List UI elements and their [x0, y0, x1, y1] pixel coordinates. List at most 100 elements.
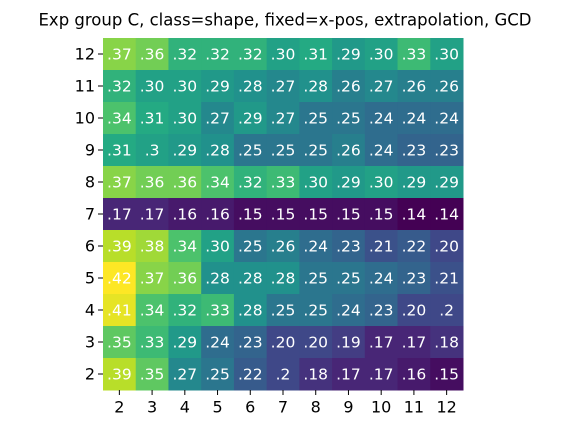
heatmap-cell	[364, 134, 399, 167]
x-tick-label: 10	[371, 398, 391, 417]
heatmap-cell	[135, 38, 169, 71]
heatmap-cell	[430, 326, 464, 359]
heatmap-cell	[332, 70, 366, 103]
heatmap-cell	[201, 102, 235, 135]
cell-label: .29	[238, 110, 263, 128]
heatmap-cell	[299, 230, 333, 263]
cell-label: .17	[369, 366, 394, 384]
heatmap-cell	[266, 70, 300, 103]
heatmap-cell	[201, 70, 235, 103]
cell-label: .20	[303, 334, 328, 352]
heatmap-cell	[332, 38, 366, 71]
heatmap-cell	[233, 326, 268, 359]
heatmap-cell	[397, 230, 431, 263]
heatmap-cell	[103, 326, 137, 359]
cell-label: .27	[369, 78, 394, 96]
heatmap-cell	[332, 326, 366, 359]
cell-label: .27	[172, 366, 197, 384]
heatmap-cell	[430, 70, 464, 103]
cell-label: .26	[336, 142, 361, 160]
heatmap-cell	[135, 358, 169, 391]
cell-label: .22	[402, 238, 427, 256]
heatmap-cell	[233, 262, 268, 295]
heatmap-cell	[397, 326, 431, 359]
heatmap-cell	[397, 262, 431, 295]
heatmap-cell	[364, 70, 399, 103]
heatmap-cell	[397, 70, 431, 103]
cell-label: .30	[172, 78, 197, 96]
heatmap-cell	[397, 294, 431, 327]
cell-label: .34	[107, 110, 132, 128]
cell-label: .2	[439, 302, 454, 320]
heatmap-cell	[168, 102, 202, 135]
y-tick-label: 3	[85, 333, 95, 352]
heatmap-cell	[332, 262, 366, 295]
cell-label: .38	[140, 238, 165, 256]
heatmap-cell	[299, 294, 333, 327]
cell-label: .23	[336, 238, 361, 256]
heatmap-cell	[233, 134, 268, 167]
cell-label: .17	[369, 334, 394, 352]
heatmap-cell	[103, 198, 137, 231]
heatmap-cell	[201, 294, 235, 327]
heatmap-cell	[266, 326, 300, 359]
heatmap-cell	[103, 70, 137, 103]
cell-label: .29	[205, 78, 230, 96]
heatmap-cell	[201, 134, 235, 167]
cell-label: .20	[402, 302, 427, 320]
cell-label: .22	[238, 366, 263, 384]
cell-label: .25	[303, 110, 328, 128]
cell-label: .32	[172, 46, 197, 64]
heatmap-cell	[233, 230, 268, 263]
cell-label: .36	[140, 174, 165, 192]
cell-label: .26	[402, 78, 427, 96]
cell-label: .24	[369, 270, 394, 288]
cell-label: .15	[434, 366, 459, 384]
heatmap-cell	[299, 166, 333, 199]
heatmap-cell	[266, 166, 300, 199]
cell-label: .17	[140, 206, 165, 224]
cell-label: .28	[205, 270, 230, 288]
cell-label: .17	[107, 206, 132, 224]
cell-label: .24	[303, 238, 328, 256]
cell-label: .19	[336, 334, 361, 352]
heatmap-cell	[364, 294, 399, 327]
heatmap-cell	[266, 38, 300, 71]
cell-label: .36	[140, 46, 165, 64]
heatmap-cell	[364, 102, 399, 135]
heatmap-cell	[299, 134, 333, 167]
cell-label: .27	[271, 78, 296, 96]
heatmap-cell	[135, 198, 169, 231]
cell-label: .25	[205, 366, 230, 384]
heatmap-cell	[135, 166, 169, 199]
heatmap-cell	[364, 326, 399, 359]
cell-label: .15	[271, 206, 296, 224]
heatmap-cell	[332, 358, 366, 391]
heatmap-cell	[430, 166, 464, 199]
heatmap-cell	[299, 38, 333, 71]
cell-label: .28	[238, 302, 263, 320]
heatmap-cell	[103, 294, 137, 327]
cell-label: .23	[369, 302, 394, 320]
heatmap-cell	[299, 326, 333, 359]
cell-label: .21	[369, 238, 394, 256]
cell-label: .2	[276, 366, 291, 384]
cell-label: .16	[402, 366, 427, 384]
heatmap-cell	[266, 102, 300, 135]
cell-label: .28	[303, 78, 328, 96]
cell-label: .35	[140, 366, 165, 384]
heatmap-cell	[364, 230, 399, 263]
cell-label: .31	[303, 46, 328, 64]
cell-label: .34	[140, 302, 165, 320]
cell-label: .18	[303, 366, 328, 384]
heatmap-cell	[233, 102, 268, 135]
cell-label: .24	[369, 142, 394, 160]
cell-label: .26	[336, 78, 361, 96]
heatmap-cell	[168, 38, 202, 71]
cell-label: .15	[369, 206, 394, 224]
cell-label: .14	[434, 206, 459, 224]
heatmap-cell	[233, 294, 268, 327]
heatmap-cell	[135, 70, 169, 103]
heatmap-cell	[299, 262, 333, 295]
